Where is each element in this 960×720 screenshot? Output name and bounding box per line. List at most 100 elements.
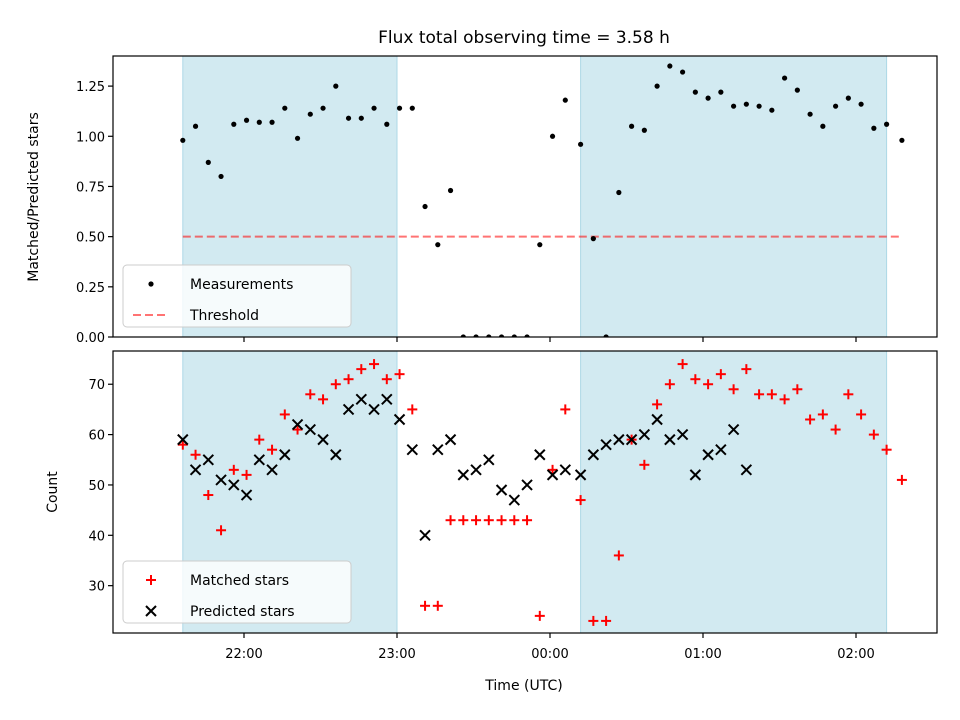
matched-star-point xyxy=(690,374,701,385)
measurement-point xyxy=(616,189,622,196)
observing-interval xyxy=(580,351,888,633)
matched-star-point xyxy=(279,409,290,420)
matched-star-point xyxy=(203,490,214,501)
predicted-star-point xyxy=(330,449,342,461)
measurement-point xyxy=(192,123,199,129)
matched-star-point xyxy=(881,444,892,455)
y-tick-label: 70 xyxy=(88,378,105,393)
top-panel: 0.00 0.25 0.50 0.75 1.00 1.25 Measurements Thre… xyxy=(76,55,938,346)
predicted-star-point xyxy=(715,443,727,456)
predicted-star-point xyxy=(613,433,625,446)
matched-star-point xyxy=(483,515,494,526)
predicted-star-point xyxy=(676,428,689,441)
measurement-point xyxy=(307,111,313,117)
measurement-point xyxy=(447,187,454,194)
predicted-star-point xyxy=(689,469,702,481)
legend: Matched stars Predicted stars xyxy=(122,560,352,624)
predicted-star-point xyxy=(600,438,612,451)
observing-interval xyxy=(580,56,888,337)
predicted-star-point xyxy=(546,469,559,481)
legend: Measurements Threshold xyxy=(122,264,352,328)
predicted-star-point xyxy=(291,418,304,431)
measurement-point xyxy=(884,121,890,127)
measurement-point xyxy=(473,334,479,337)
predicted-star-point xyxy=(444,433,457,446)
matched-star-point xyxy=(805,414,816,425)
measurement-point xyxy=(590,236,596,242)
predicted-star-point xyxy=(406,443,419,456)
measurement-point xyxy=(205,159,211,165)
matched-star-point xyxy=(766,389,777,400)
predicted-star-point xyxy=(483,454,495,466)
measurement-point xyxy=(180,137,186,143)
predicted-star-point xyxy=(240,489,253,501)
x-tick-label: 22:00 xyxy=(225,647,262,662)
measurement-point xyxy=(486,334,492,337)
measurement-point xyxy=(705,95,711,101)
legend-box xyxy=(122,560,352,624)
predicted-star-point xyxy=(508,494,521,506)
measurement-point xyxy=(667,63,673,69)
matched-star-point xyxy=(677,359,688,370)
predicted-star-point xyxy=(253,454,266,466)
predicted-star-point xyxy=(304,423,317,436)
predicted-star-point xyxy=(432,443,444,456)
measurement-point xyxy=(435,242,441,248)
legend-label: Threshold xyxy=(189,308,259,324)
matched-star-point xyxy=(868,429,879,440)
matched-star-point xyxy=(522,515,533,526)
matched-star-point xyxy=(896,474,907,485)
legend-label: Measurements xyxy=(190,277,293,293)
matched-star-point xyxy=(652,399,663,410)
predicted-star-point xyxy=(228,479,240,491)
matched-star-point xyxy=(356,364,367,375)
matched-star-point xyxy=(458,515,469,526)
matched-star-point xyxy=(601,615,612,626)
measurement-point xyxy=(743,101,749,107)
matched-star-point xyxy=(496,515,507,526)
predicted-star-point xyxy=(651,413,663,426)
matched-star-point xyxy=(330,379,341,390)
measurement-point xyxy=(858,101,864,107)
predicted-star-point xyxy=(355,393,368,406)
matched-star-point xyxy=(305,389,316,400)
matched-star-point xyxy=(241,469,252,480)
predicted-star-point xyxy=(521,479,533,491)
measurement-point xyxy=(845,95,851,101)
matched-star-point xyxy=(779,394,790,405)
predicted-star-point xyxy=(342,403,355,416)
measurement-point xyxy=(629,123,635,129)
x-axis-label: Time (UTC) xyxy=(484,678,562,694)
measurement-point xyxy=(231,121,237,127)
plot-area xyxy=(180,56,905,337)
y-tick-label: 0.25 xyxy=(76,281,105,296)
matched-star-point xyxy=(547,464,558,475)
measurement-point xyxy=(269,119,275,125)
predicted-star-point xyxy=(279,449,291,461)
measurement-point xyxy=(807,111,813,117)
measurement-point xyxy=(641,127,647,133)
legend-marker-dot xyxy=(148,281,154,287)
measurement-point xyxy=(384,121,390,127)
predicted-star-point xyxy=(664,433,676,446)
matched-star-point xyxy=(292,424,303,435)
y-tick-label: 1.25 xyxy=(76,80,105,95)
measurement-point xyxy=(371,105,377,111)
matched-star-point xyxy=(177,439,188,450)
y-tick-label: 50 xyxy=(88,479,105,494)
measurement-point xyxy=(769,107,775,113)
predicted-star-point xyxy=(419,529,431,542)
predicted-star-point xyxy=(625,433,638,446)
bottom-panel: 30 40 50 60 70 22:00 23:00 00:00 01:00 02:00 Match… xyxy=(88,350,938,662)
predicted-star-point xyxy=(317,433,329,446)
predicted-star-point xyxy=(368,403,380,416)
measurement-point xyxy=(333,83,339,89)
predicted-star-point xyxy=(534,449,546,461)
top-y-axis-label: Matched/Predicted stars xyxy=(26,112,42,282)
measurement-point xyxy=(654,83,660,89)
predicted-star-point xyxy=(495,484,508,496)
axes-frame xyxy=(112,350,938,634)
matched-star-point xyxy=(703,379,714,390)
x-tick-label: 02:00 xyxy=(837,647,874,662)
matched-star-point xyxy=(420,600,431,611)
